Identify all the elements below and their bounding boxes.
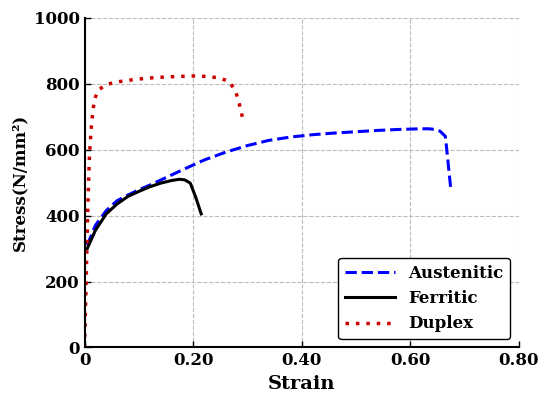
Austenitic [448, 187, 454, 191]
Austenitic [417, 126, 424, 131]
Austenitic [396, 127, 403, 132]
Ferritic [84, 246, 91, 251]
Duplex [83, 279, 90, 284]
Duplex [236, 101, 243, 106]
Y-axis label: Stress(N/mm²): Stress(N/mm²) [11, 114, 28, 251]
Austenitic [146, 183, 153, 187]
Ferritic [182, 177, 188, 182]
Duplex [163, 75, 169, 80]
Duplex [86, 154, 93, 159]
Ferritic [114, 202, 120, 206]
Duplex [91, 98, 97, 103]
Austenitic [201, 158, 207, 162]
Ferritic [135, 189, 142, 194]
Duplex [232, 88, 239, 93]
Austenitic [309, 132, 316, 137]
Austenitic [426, 126, 432, 131]
Austenitic [179, 168, 185, 173]
X-axis label: Strain: Strain [268, 375, 336, 393]
Ferritic [187, 181, 194, 185]
Duplex [201, 74, 207, 79]
Ferritic [92, 228, 98, 233]
Duplex [240, 118, 246, 122]
Austenitic [266, 138, 272, 143]
Duplex [81, 345, 88, 350]
Ferritic [146, 184, 153, 189]
Austenitic [114, 198, 120, 203]
Austenitic [92, 223, 98, 228]
Austenitic [374, 128, 381, 133]
Austenitic [331, 130, 338, 135]
Austenitic [407, 127, 414, 132]
Legend: Austenitic, Ferritic, Duplex: Austenitic, Ferritic, Duplex [338, 258, 510, 339]
Austenitic [288, 135, 294, 139]
Duplex [190, 74, 196, 78]
Duplex [214, 75, 221, 80]
Duplex [85, 206, 91, 211]
Duplex [114, 80, 120, 84]
Austenitic [84, 243, 91, 248]
Ferritic [103, 211, 109, 216]
Ferritic [176, 177, 183, 182]
Austenitic [442, 134, 449, 139]
Duplex [225, 78, 232, 83]
Austenitic [437, 128, 443, 133]
Austenitic [431, 127, 438, 132]
Line: Austenitic: Austenitic [87, 129, 451, 245]
Duplex [130, 77, 136, 82]
Line: Ferritic: Ferritic [87, 179, 201, 248]
Ferritic [198, 211, 205, 216]
Austenitic [125, 193, 131, 198]
Duplex [179, 74, 185, 79]
Austenitic [244, 143, 251, 148]
Duplex [146, 76, 153, 80]
Line: Duplex: Duplex [85, 76, 243, 347]
Ferritic [192, 195, 199, 200]
Austenitic [222, 150, 229, 155]
Austenitic [163, 175, 169, 180]
Duplex [103, 82, 109, 87]
Ferritic [168, 178, 175, 183]
Ferritic [157, 181, 164, 185]
Austenitic [353, 129, 359, 134]
Austenitic [135, 187, 142, 192]
Duplex [95, 88, 101, 93]
Duplex [89, 121, 95, 126]
Ferritic [125, 194, 131, 199]
Austenitic [103, 208, 109, 213]
